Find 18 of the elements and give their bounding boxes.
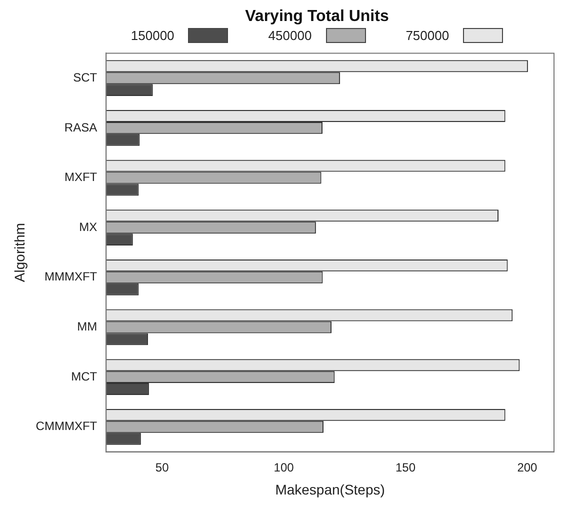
x-tick-label: 150 — [396, 460, 416, 474]
y-tick-label: SCT — [73, 70, 98, 84]
y-tick-label: MCT — [71, 369, 98, 384]
legend-label: 450000 — [268, 28, 312, 43]
x-axis-title: Makespan(Steps) — [275, 481, 385, 498]
y-axis-title: Algorithm — [11, 222, 28, 282]
y-tick-label: CMMMXFT — [36, 419, 98, 434]
y-tick-label: RASA — [64, 120, 98, 134]
legend-title: Varying Total Units — [244, 8, 390, 26]
y-tick-label: MMMXFT — [44, 270, 98, 284]
legend-label: 750000 — [406, 28, 450, 43]
y-tick-label: MM — [77, 320, 98, 334]
y-tick-label: MX — [79, 220, 98, 234]
y-tick-label: MXFT — [64, 170, 98, 184]
x-tick-label: 100 — [274, 460, 294, 474]
x-tick-label: 200 — [517, 460, 538, 474]
x-tick-label: 50 — [155, 460, 170, 474]
legend-label: 150000 — [130, 28, 174, 43]
